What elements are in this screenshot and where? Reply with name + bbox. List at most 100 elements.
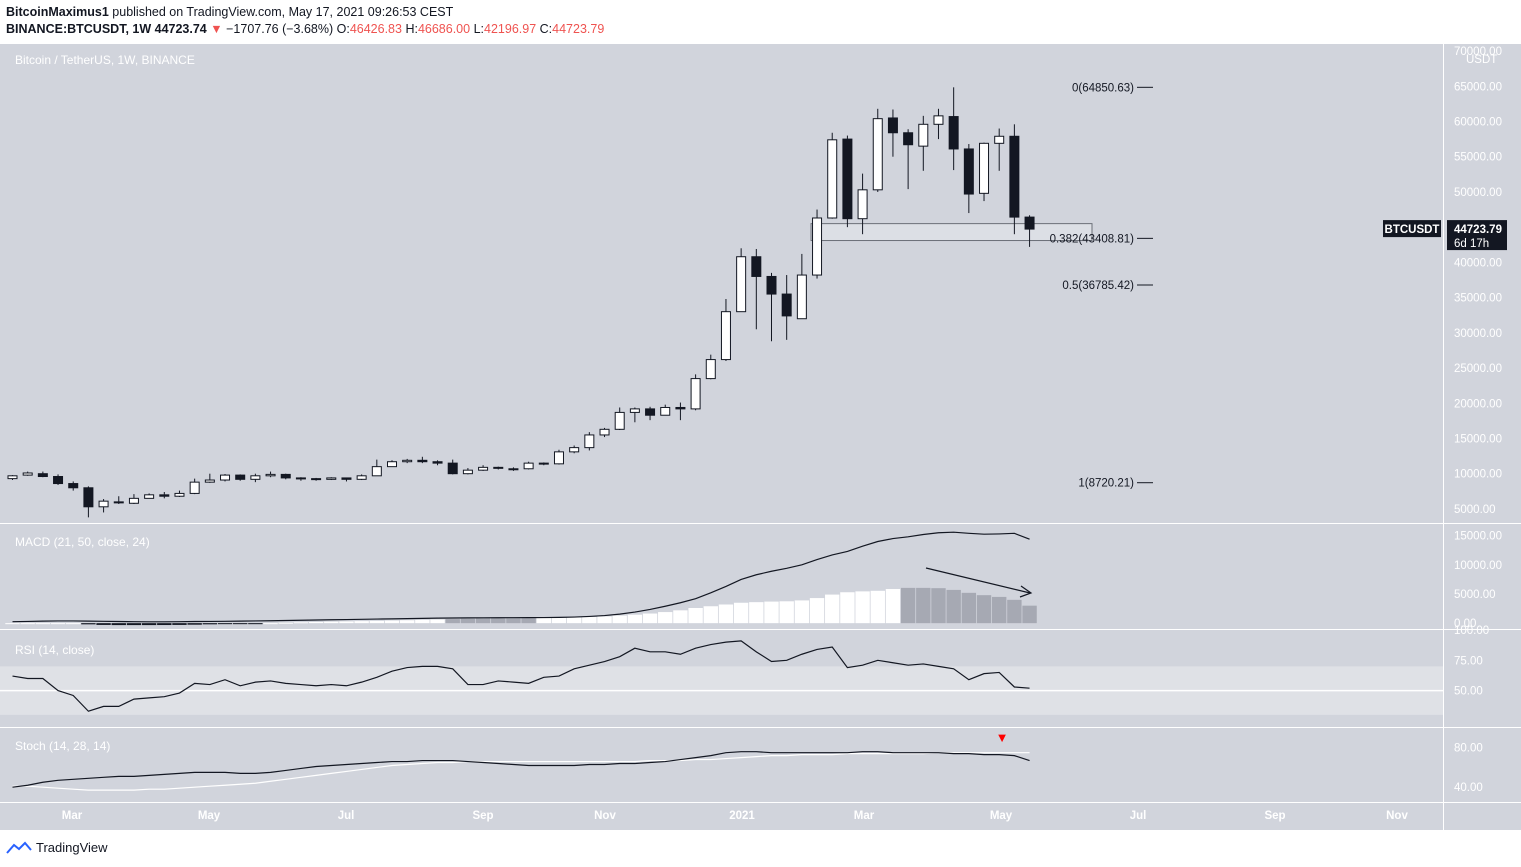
candle-up — [462, 469, 473, 475]
price-axis-unit: USDT — [1466, 54, 1497, 66]
stoch-pane-title: Stoch (14, 28, 14) — [15, 739, 110, 753]
candle-up — [857, 189, 868, 220]
price-tick-label: 55000.00 — [1454, 152, 1502, 164]
macd-histogram-bar — [415, 619, 430, 624]
macd-histogram-bar — [506, 618, 521, 624]
candle-down — [295, 477, 306, 480]
macd-histogram-bar — [157, 623, 172, 626]
macd-histogram-bar — [399, 620, 415, 624]
macd-histogram-bar — [642, 613, 658, 624]
price-tick-label: 65000.00 — [1454, 81, 1502, 93]
macd-histogram-bar — [992, 596, 1007, 624]
fib-level-label: 0.382(43408.81) — [1050, 233, 1135, 245]
macd-histogram-bar — [202, 623, 218, 625]
stoch-pane[interactable]: 80.00 40.00 Stoch (14, 28, 14) ▼ — [12, 730, 1483, 794]
candle-up — [265, 473, 276, 477]
price-tick-label: 30000.00 — [1454, 328, 1502, 340]
macd-histogram-bar — [141, 623, 157, 626]
chart-canvas[interactable]: 70000.00 65000.00 60000.00 55000.00 50000.00… — [0, 44, 1521, 830]
macd-histogram-bar — [809, 598, 825, 624]
macd-pane-title: MACD (21, 50, close, 24) — [15, 535, 150, 549]
macd-histogram-bar — [718, 604, 734, 624]
price-pane-title: Bitcoin / TetherUS, 1W, BINANCE — [15, 53, 195, 67]
candle-down — [280, 473, 291, 479]
author-name[interactable]: BitcoinMaximus1 — [6, 5, 109, 19]
macd-histogram-bar — [961, 592, 977, 624]
price-pane[interactable]: 70000.00 65000.00 60000.00 55000.00 50000.00… — [7, 46, 1507, 518]
macd-histogram-bar — [172, 623, 187, 625]
candle-down — [842, 138, 853, 220]
candle-up — [189, 481, 200, 494]
price-tick-label: 5000.00 — [1454, 504, 1496, 516]
macd-histogram-bar — [369, 620, 385, 624]
macd-histogram-bar — [855, 591, 870, 624]
brand-name[interactable]: TradingView — [36, 840, 108, 855]
candle-up — [812, 217, 823, 276]
candle-down — [235, 474, 246, 480]
candle-up — [720, 311, 731, 361]
macd-histogram-bar — [445, 619, 460, 624]
candle-up — [220, 474, 231, 481]
candle-up — [508, 468, 519, 471]
candle-up — [387, 461, 397, 468]
time-tick-label: Mar — [62, 810, 83, 822]
price-tick-label: 50000.00 — [1454, 187, 1502, 199]
macd-histogram-bar — [263, 623, 278, 625]
macd-pane[interactable]: 15000.00 10000.00 5000.00 0.00 MACD (21, 50,… — [5, 531, 1502, 631]
last-price-label-bg — [1447, 220, 1507, 251]
candle-up — [22, 472, 33, 476]
candle-down — [447, 462, 458, 475]
bearish-cross-arrow-icon: ▼ — [996, 730, 1009, 745]
macd-histogram-bar — [946, 589, 961, 624]
macd-histogram-bar — [658, 612, 673, 624]
rsi-tick-label: 50.00 — [1454, 686, 1483, 698]
close-label: C: — [539, 22, 553, 36]
price-tick-label: 40000.00 — [1454, 257, 1502, 269]
macd-histogram-bar — [460, 618, 476, 624]
candle-up — [660, 406, 671, 416]
last-price-label: 44723.79 — [1454, 224, 1502, 236]
support-zone-box — [810, 223, 1093, 242]
change-down-icon: ▼ — [210, 22, 223, 36]
candle-down — [432, 461, 443, 464]
time-tick-label: May — [198, 810, 221, 822]
time-tick-label: Mar — [854, 810, 875, 822]
candle-up — [614, 411, 625, 430]
candle-down — [645, 408, 656, 416]
candle-down — [781, 293, 792, 317]
candle-down — [493, 466, 504, 469]
rsi-pane[interactable]: 100.00 75.00 50.00 RSI (14, close) — [0, 625, 1489, 715]
macd-histogram-bar — [233, 623, 248, 625]
candle-up — [933, 115, 944, 125]
macd-histogram-bar — [293, 622, 309, 624]
high-label: H: — [405, 22, 418, 36]
candle-up — [918, 123, 929, 147]
candle-up — [569, 447, 580, 453]
macd-histogram-bar — [187, 623, 202, 625]
candle-down — [675, 406, 686, 410]
candle-up — [796, 274, 807, 320]
time-tick-label: Nov — [594, 810, 616, 822]
fib-level-label: 1(8720.21) — [1078, 478, 1134, 490]
macd-histogram-bar — [733, 602, 749, 624]
time-tick-label: Sep — [472, 810, 493, 822]
macd-histogram-bar — [794, 600, 810, 624]
macd-histogram-bar — [627, 614, 643, 624]
candle-down — [113, 501, 124, 504]
candle-up — [7, 475, 18, 480]
chart-background — [0, 44, 1521, 830]
macd-histogram-bar — [566, 617, 582, 624]
candle-up — [478, 466, 489, 471]
macd-histogram-bar — [491, 618, 506, 624]
candle-down — [903, 132, 914, 146]
low-label: L: — [473, 22, 485, 36]
candle-down — [341, 477, 352, 480]
price-tick-label: 15000.00 — [1454, 433, 1502, 445]
symbol-label: BTCUSDT — [1385, 224, 1440, 236]
candle-up — [98, 500, 109, 508]
candle-up — [584, 434, 595, 449]
macd-histogram-bar — [582, 617, 597, 624]
publish-line: BitcoinMaximus1 published on TradingView… — [6, 5, 453, 19]
macd-histogram-bar — [1022, 605, 1037, 624]
macd-histogram-bar — [597, 616, 612, 624]
